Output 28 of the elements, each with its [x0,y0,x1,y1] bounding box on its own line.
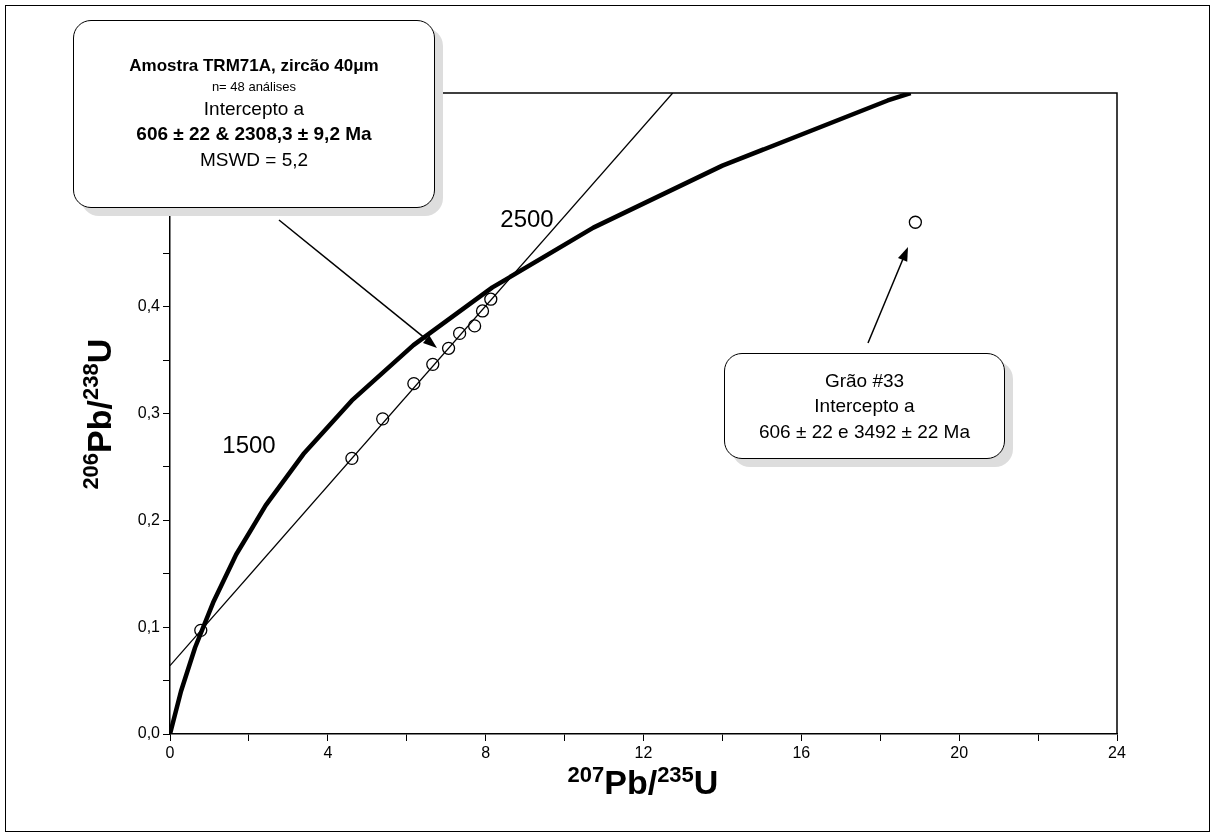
annotation: Grão #33 Intercepto a 606 ± 22 e 3492 ± 22 Ma [758,368,971,444]
y-tick-label: 0,4 [137,297,161,315]
point [484,292,498,306]
point [194,623,208,638]
annotation: 2500 [500,204,554,232]
point [345,451,359,466]
x-tick-label: 20 [950,744,969,762]
y-tick-label: 0,0 [137,724,161,742]
y-tick-label: 0,1 [137,617,161,635]
y-tick-label: 0,3 [137,403,161,421]
point [452,326,467,341]
x-tick-label: 16 [792,744,811,762]
point [467,319,482,333]
x-tick-label: 8 [481,744,491,762]
annotation: Amostra TRM71A, zircão 40μm n= 48 análises Intercepto a 606 ± 22 & 2308,3 ± 9,2 Ma MSWD = 5,2 [128,55,380,173]
x-tick-label: 0 [165,744,175,762]
point [475,304,490,318]
point [426,357,440,372]
point [407,376,421,391]
point [376,412,390,426]
y-tick-label: 0,2 [137,510,161,528]
point [908,215,923,229]
x-tick-label: 24 [1108,744,1126,762]
x-tick-label: 12 [634,744,653,762]
point [441,341,456,355]
x-axis-title: $^{207}$Pb/$^{235}$U [567,762,719,803]
annotation: 1500 [222,430,276,458]
x-tick-label: 4 [323,744,333,762]
